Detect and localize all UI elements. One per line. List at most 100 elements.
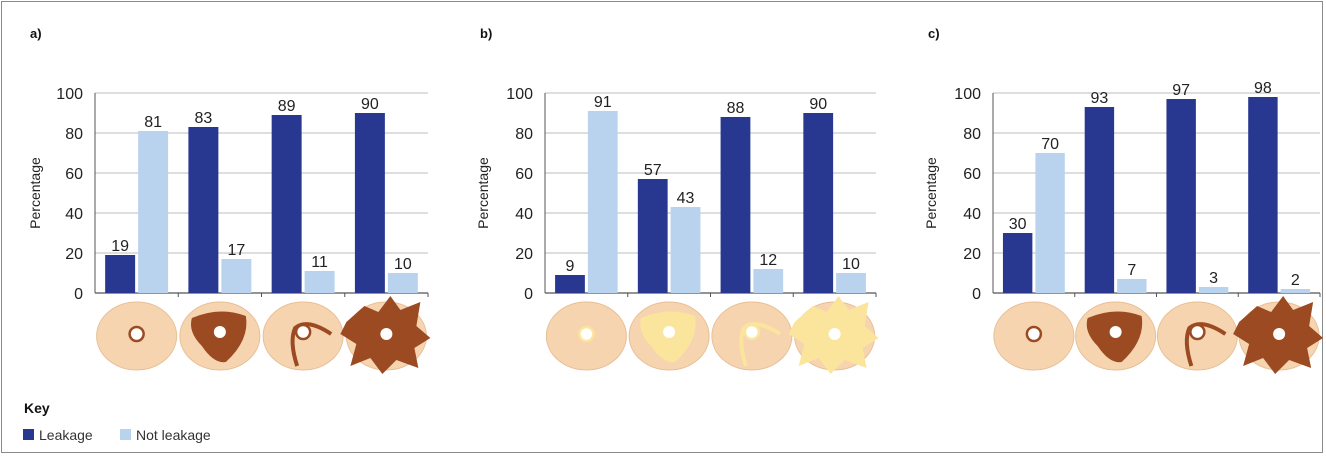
key-swatch-not-leakage bbox=[120, 429, 131, 440]
y-axis-label: Percentage bbox=[923, 157, 939, 229]
data-label: 98 bbox=[1254, 80, 1272, 97]
bar-leakage bbox=[105, 255, 136, 293]
y-tick-label: 80 bbox=[515, 126, 533, 143]
y-axis-label: Percentage bbox=[475, 157, 491, 229]
y-tick-label: 0 bbox=[74, 286, 83, 303]
stoma-ring-icon bbox=[578, 325, 595, 343]
data-label: 2 bbox=[1291, 272, 1300, 289]
data-label: 12 bbox=[759, 252, 777, 269]
data-label: 57 bbox=[644, 162, 662, 179]
panel-label: c) bbox=[928, 26, 940, 41]
y-tick-label: 60 bbox=[963, 166, 981, 183]
stoma-hole-icon bbox=[663, 326, 676, 338]
bar-not-leakage bbox=[304, 271, 335, 293]
data-label: 43 bbox=[677, 190, 695, 207]
bar-not-leakage bbox=[753, 269, 784, 293]
chart-panel-c: c) 0 20 40 60 80 100 Percentage 30 70 93 7 97 3 98 2 bbox=[923, 26, 1324, 374]
y-axis-label: Percentage bbox=[27, 157, 43, 229]
ring-small-stain-icon bbox=[545, 301, 627, 371]
stoma-ring-icon bbox=[1025, 325, 1043, 343]
data-label: 30 bbox=[1009, 216, 1027, 233]
panel-label: b) bbox=[480, 26, 492, 41]
ring-small-stain-icon bbox=[96, 301, 178, 371]
bar-not-leakage bbox=[387, 273, 418, 293]
key: Key Leakage Not leakage bbox=[23, 400, 211, 443]
large-stain-icon bbox=[1075, 301, 1157, 371]
panel-label: a) bbox=[30, 26, 42, 41]
y-tick-label: 60 bbox=[515, 166, 533, 183]
data-label: 10 bbox=[842, 256, 860, 273]
data-label: 7 bbox=[1127, 262, 1136, 279]
bar-not-leakage bbox=[221, 259, 252, 293]
data-label: 70 bbox=[1041, 136, 1059, 153]
bar-not-leakage bbox=[1117, 279, 1147, 293]
key-title: Key bbox=[24, 400, 50, 416]
chart-panel-b: b) 0 20 40 60 80 100 Percentage 9 91 57 43 88 12 90 10 bbox=[475, 26, 879, 374]
bar-leakage bbox=[1248, 97, 1278, 293]
y-tick-label: 80 bbox=[65, 126, 83, 143]
channel-stain-icon bbox=[262, 301, 344, 371]
data-label: 10 bbox=[394, 256, 412, 273]
large-stain-icon bbox=[628, 301, 710, 371]
data-label: 97 bbox=[1172, 82, 1190, 99]
y-tick-label: 20 bbox=[515, 246, 533, 263]
key-label-leakage: Leakage bbox=[39, 427, 93, 443]
stoma-hole-icon bbox=[380, 328, 393, 340]
stain-channel-icon bbox=[290, 322, 333, 367]
spread-stain-icon bbox=[1233, 296, 1324, 374]
bar-not-leakage bbox=[1280, 289, 1311, 293]
stoma-hole-icon bbox=[1109, 326, 1122, 338]
stoma-hole-icon bbox=[1273, 328, 1286, 340]
stain-channel-icon bbox=[739, 322, 781, 367]
data-label: 83 bbox=[194, 110, 212, 127]
spread-stain-icon bbox=[788, 296, 879, 374]
y-tick-label: 80 bbox=[963, 126, 981, 143]
y-tick-label: 0 bbox=[524, 286, 533, 303]
bar-not-leakage bbox=[1035, 153, 1065, 293]
y-tick-label: 40 bbox=[963, 206, 981, 223]
bar-leakage bbox=[1084, 107, 1115, 293]
bar-leakage bbox=[1002, 233, 1033, 293]
stoma-ring-icon bbox=[294, 323, 312, 341]
stoma-ring-icon bbox=[1189, 323, 1206, 341]
stoma-hole-icon bbox=[213, 326, 226, 338]
y-tick-label: 20 bbox=[963, 246, 981, 263]
y-tick-label: 0 bbox=[972, 286, 981, 303]
data-label: 90 bbox=[361, 96, 379, 113]
bar-leakage bbox=[188, 127, 219, 293]
bar-not-leakage bbox=[138, 131, 169, 293]
bar-leakage bbox=[803, 113, 834, 293]
stain-channel-icon bbox=[1184, 322, 1227, 367]
ring-small-stain-icon bbox=[993, 301, 1075, 371]
stoma-hole-icon bbox=[828, 328, 841, 340]
chart-panel-a: a) 0 20 40 60 80 100 Percentage 19 81 83 17 89 11 90 10 bbox=[27, 26, 431, 374]
key-label-not-leakage: Not leakage bbox=[136, 427, 211, 443]
bar-leakage bbox=[354, 113, 385, 293]
data-label: 93 bbox=[1091, 90, 1109, 107]
large-stain-icon bbox=[179, 301, 261, 371]
bar-not-leakage bbox=[836, 273, 866, 293]
spread-stain-icon bbox=[340, 296, 431, 374]
data-label: 3 bbox=[1209, 270, 1218, 287]
y-tick-label: 60 bbox=[65, 166, 83, 183]
bar-not-leakage bbox=[1198, 287, 1229, 293]
bar-leakage bbox=[555, 275, 585, 293]
y-tick-label: 40 bbox=[515, 206, 533, 223]
y-tick-label: 100 bbox=[506, 86, 533, 103]
bar-not-leakage bbox=[587, 111, 618, 293]
y-tick-label: 100 bbox=[56, 86, 83, 103]
y-tick-label: 20 bbox=[65, 246, 83, 263]
bar-leakage bbox=[637, 179, 668, 293]
y-tick-label: 40 bbox=[65, 206, 83, 223]
bar-leakage bbox=[720, 117, 751, 293]
y-tick-label: 100 bbox=[954, 86, 981, 103]
data-label: 19 bbox=[111, 238, 129, 255]
bar-leakage bbox=[1166, 99, 1196, 293]
channel-stain-icon bbox=[711, 301, 793, 371]
bar-not-leakage bbox=[670, 207, 701, 293]
data-label: 89 bbox=[278, 98, 296, 115]
data-label: 11 bbox=[311, 254, 328, 271]
bar-leakage bbox=[271, 115, 302, 293]
